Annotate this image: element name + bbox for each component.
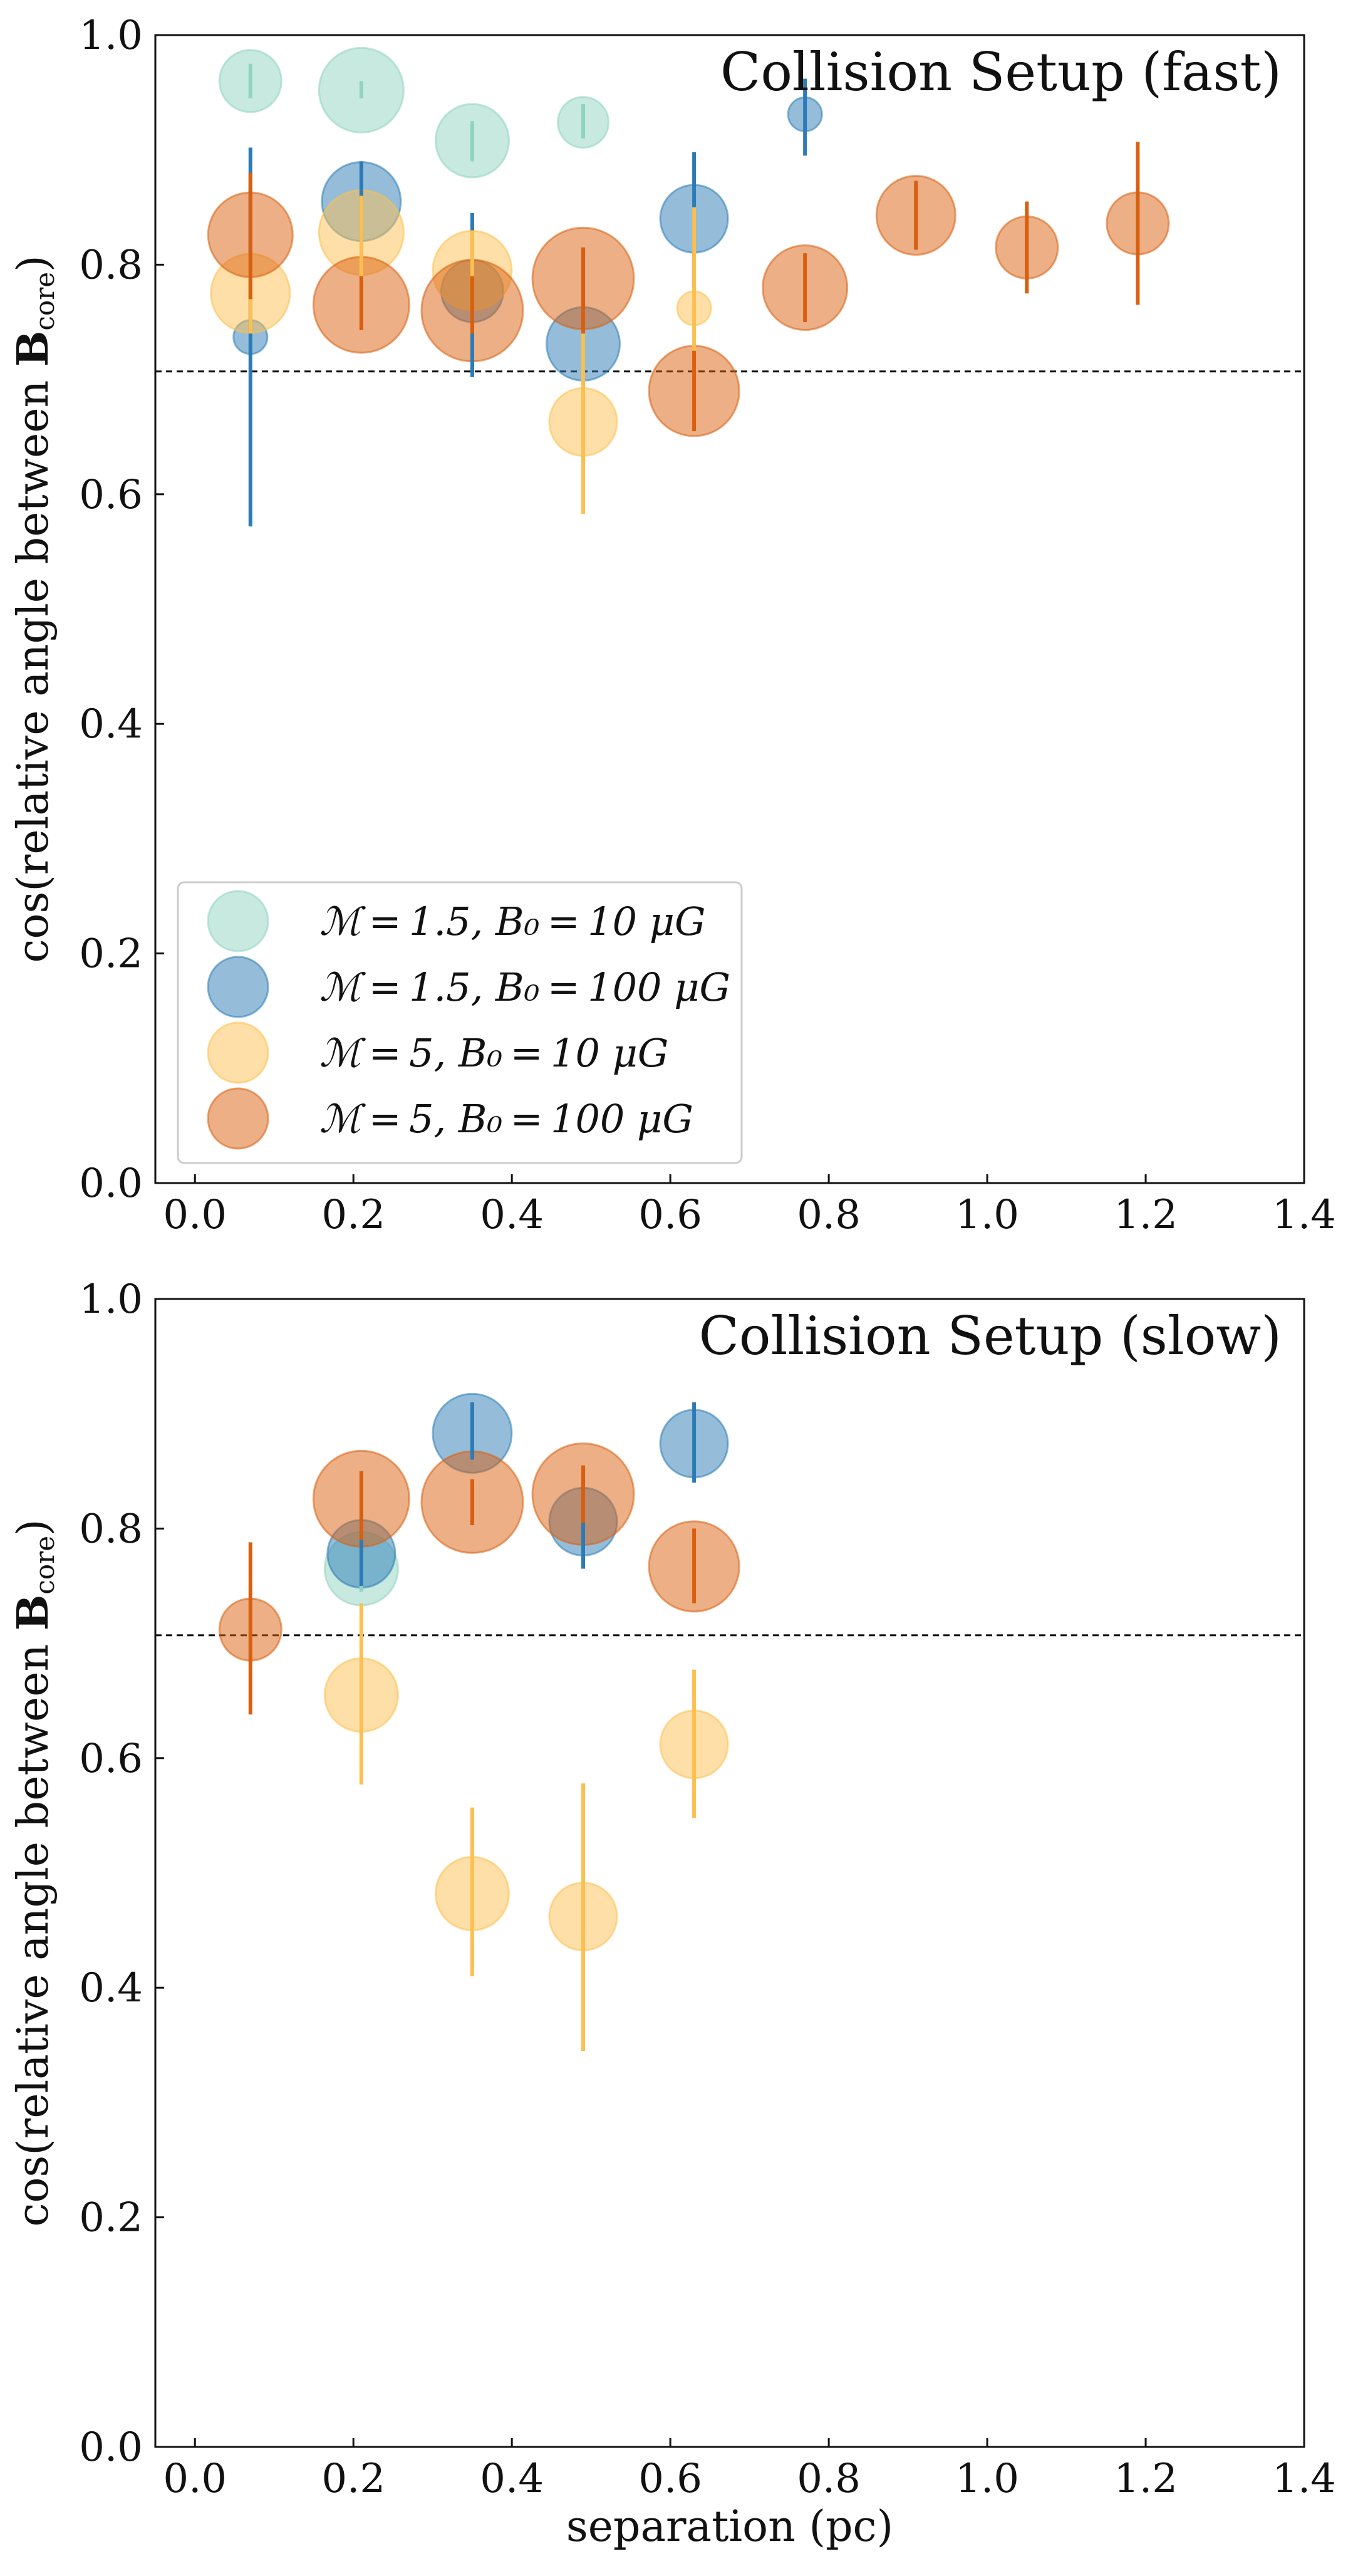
y-tick-label: 0.6 [79,1736,143,1782]
y-tick-label: 0.2 [79,2195,143,2241]
x-tick-label: 0.8 [797,2456,861,2502]
x-tick-label: 1.4 [1272,2456,1336,2502]
y-tick-label: 0.2 [79,931,143,978]
x-tick-label: 1.0 [955,1192,1019,1238]
legend-label-3: ℳ = 5, B₀ = 10 μG [319,1030,668,1076]
y-tick-label: 0.0 [79,1160,143,1207]
legend: ℳ = 1.5, B₀ = 10 μG ℳ = 1.5, B₀ = 100 μG ℳ… [177,881,743,1164]
y-axis-label-text: cos(relative angle between [9,367,58,963]
x-tick-label: 0.6 [638,2456,702,2502]
y-tick-label: 0.8 [79,1506,143,1552]
y-axis-label-bold: B [8,1595,58,1630]
chart-title: Collision Setup (fast) [720,41,1282,103]
data-points [218,1392,740,1952]
y-axis-label: cos(relative angle between Bcore) [8,255,60,962]
chart-panel-2: 0.0 0.2 0.4 0.6 0.8 1.0 1.2 1.4 0.0 0.2 0.4 0.6 0.8 1… [8,1276,1336,2552]
legend-marker-3 [207,1021,269,1084]
x-tick-label: 0.0 [163,1192,227,1238]
x-tick-label: 0.4 [480,1192,544,1238]
y-tick-label: 0.4 [79,1965,143,2011]
legend-marker-1 [207,890,269,952]
chart-panel-1: 0.0 0.2 0.4 0.6 0.8 1.0 1.2 1.4 0.0 0.2 0.4 0.6 0.8 1… [8,13,1336,1238]
legend-marker-2 [207,956,269,1018]
x-tick-label: 1.2 [1114,1192,1178,1238]
x-tick-label: 0.2 [321,1192,385,1238]
y-tick-label: 0.4 [79,701,143,748]
chart-title: Collision Setup (slow) [699,1305,1282,1367]
legend-box [177,881,743,1164]
y-tick-label: 1.0 [79,1276,143,1323]
plot-frame [154,34,1305,1184]
y-axis-label-suffix: ) [9,1519,58,1536]
data-points [207,46,1170,457]
y-axis-label: cos(relative angle between Bcore) [8,1519,60,2226]
x-axis-label: separation (pc) [566,2502,893,2552]
legend-marker-4 [207,1087,269,1150]
legend-label-2: ℳ = 1.5, B₀ = 100 μG [319,964,730,1010]
y-tick-label: 0.6 [79,472,143,518]
y-tick-label: 0.8 [79,242,143,288]
y-axis-label-bold: B [8,331,58,367]
y-axis-label-suffix: ) [9,255,58,272]
x-tick-label: 0.2 [321,2456,385,2502]
legend-label-4: ℳ = 5, B₀ = 100 μG [319,1096,693,1142]
y-tick-label: 1.0 [79,13,143,59]
y-axis-label-sub: core [29,272,60,331]
error-bars [248,63,1140,527]
plot-frame [154,1298,1305,2448]
y-axis-label-text: cos(relative angle between [9,1630,58,2227]
x-tick-label: 0.4 [480,2456,544,2502]
x-tick-label: 0.6 [638,1192,702,1238]
y-axis-label-sub: core [29,1536,60,1595]
x-tick-label: 1.2 [1114,2456,1178,2502]
x-tick-label: 0.0 [163,2456,227,2502]
x-tick-label: 0.8 [797,1192,861,1238]
x-tick-label: 1.4 [1272,1192,1336,1238]
error-bars [248,1402,697,2051]
legend-label-1: ℳ = 1.5, B₀ = 10 μG [319,899,706,944]
y-tick-label: 0.0 [79,2424,143,2471]
x-tick-label: 1.0 [955,2456,1019,2502]
